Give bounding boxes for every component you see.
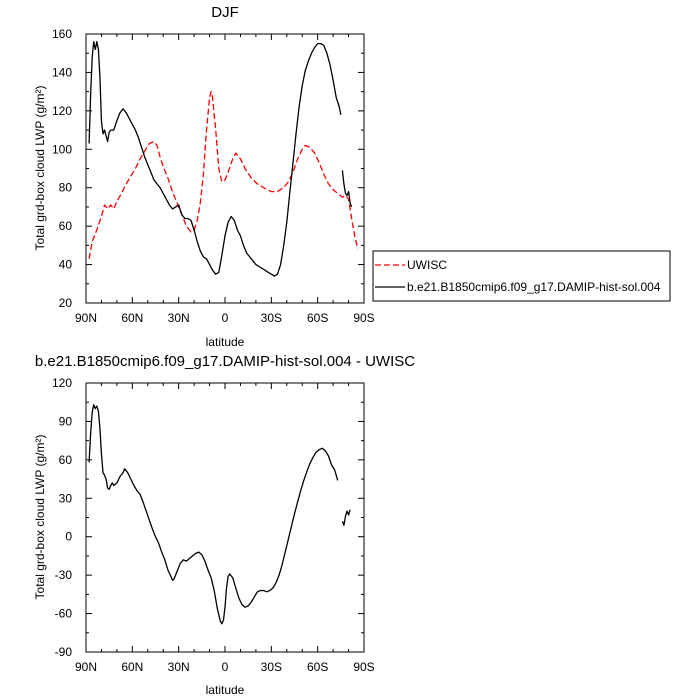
legend: UWISC b.e21.B1850cmip6.f09_g17.DAMIP-his…: [372, 250, 671, 302]
y-axis-label-bottom: Total grd-box cloud LWP (g/m²): [33, 435, 47, 600]
x-tick-label: 0: [222, 660, 229, 674]
y-tick-label: 100: [52, 142, 72, 156]
chart-title-top: DJF: [211, 4, 239, 21]
x-tick-label: 90N: [75, 311, 97, 325]
legend-label-uwisc: UWISC: [407, 258, 447, 272]
series-line-model: [341, 170, 353, 208]
y-axis-top: 20 40 60 80 100 120 140 160: [52, 27, 364, 310]
y-tick-label: 90: [59, 414, 73, 428]
x-tick-label: 90S: [353, 660, 374, 674]
y-axis-bottom: -90 -60 -30 0 30 60 90 120: [52, 376, 364, 659]
panel-bottom: b.e21.B1850cmip6.f09_g17.DAMIP-hist-sol.…: [33, 353, 415, 697]
x-tick-label: 60S: [307, 311, 328, 325]
y-tick-label: 60: [59, 453, 73, 467]
x-axis-label-top: latitude: [206, 335, 245, 349]
legend-box: [372, 250, 671, 302]
x-tick-label: 60S: [307, 660, 328, 674]
series-line-uwisc: [88, 90, 359, 259]
x-tick-label: 90N: [75, 660, 97, 674]
x-axis-bottom: 90N 60N 30N 0 30S 60S 90S: [75, 383, 375, 674]
plot-frame-top: [85, 33, 365, 304]
x-tick-label: 30N: [168, 660, 190, 674]
y-tick-label: 140: [52, 65, 72, 79]
y-tick-label: -90: [55, 645, 73, 659]
chart-title-bottom: b.e21.B1850cmip6.f09_g17.DAMIP-hist-sol.…: [35, 353, 415, 370]
y-tick-label: 120: [52, 104, 72, 118]
x-tick-label: 30N: [168, 311, 190, 325]
y-tick-label: 0: [65, 530, 72, 544]
series-layer-bottom: [88, 404, 351, 625]
series-line-model: [88, 41, 342, 277]
x-axis-top: 90N 60N 30N 0 30S 60S 90S: [75, 34, 375, 325]
x-tick-label: 30S: [261, 660, 282, 674]
y-tick-label: 80: [59, 181, 73, 195]
y-axis-label-top: Total grd-box cloud LWP (g/m²): [33, 86, 47, 251]
y-tick-label: 160: [52, 27, 72, 41]
series-line-difference: [88, 404, 339, 625]
y-tick-label: 60: [59, 219, 73, 233]
y-tick-label: 20: [59, 296, 73, 310]
series-line-difference: [341, 509, 351, 526]
y-tick-label: 30: [59, 491, 73, 505]
y-tick-label: 40: [59, 258, 73, 272]
legend-label-model: b.e21.B1850cmip6.f09_g17.DAMIP-hist-sol.…: [407, 280, 661, 294]
panel-top: DJF 90N 60N 30N 0 30S 60S 90S 20 40 60 80 100 120 14…: [33, 4, 671, 349]
y-tick-label: -60: [55, 607, 73, 621]
x-tick-label: 30S: [261, 311, 282, 325]
y-tick-label: 120: [52, 376, 72, 390]
x-tick-label: 60N: [121, 660, 143, 674]
x-tick-label: 90S: [353, 311, 374, 325]
x-tick-label: 0: [222, 311, 229, 325]
x-axis-label-bottom: latitude: [206, 683, 245, 697]
series-layer-top: [88, 41, 359, 277]
x-tick-label: 60N: [121, 311, 143, 325]
y-tick-label: -30: [55, 568, 73, 582]
